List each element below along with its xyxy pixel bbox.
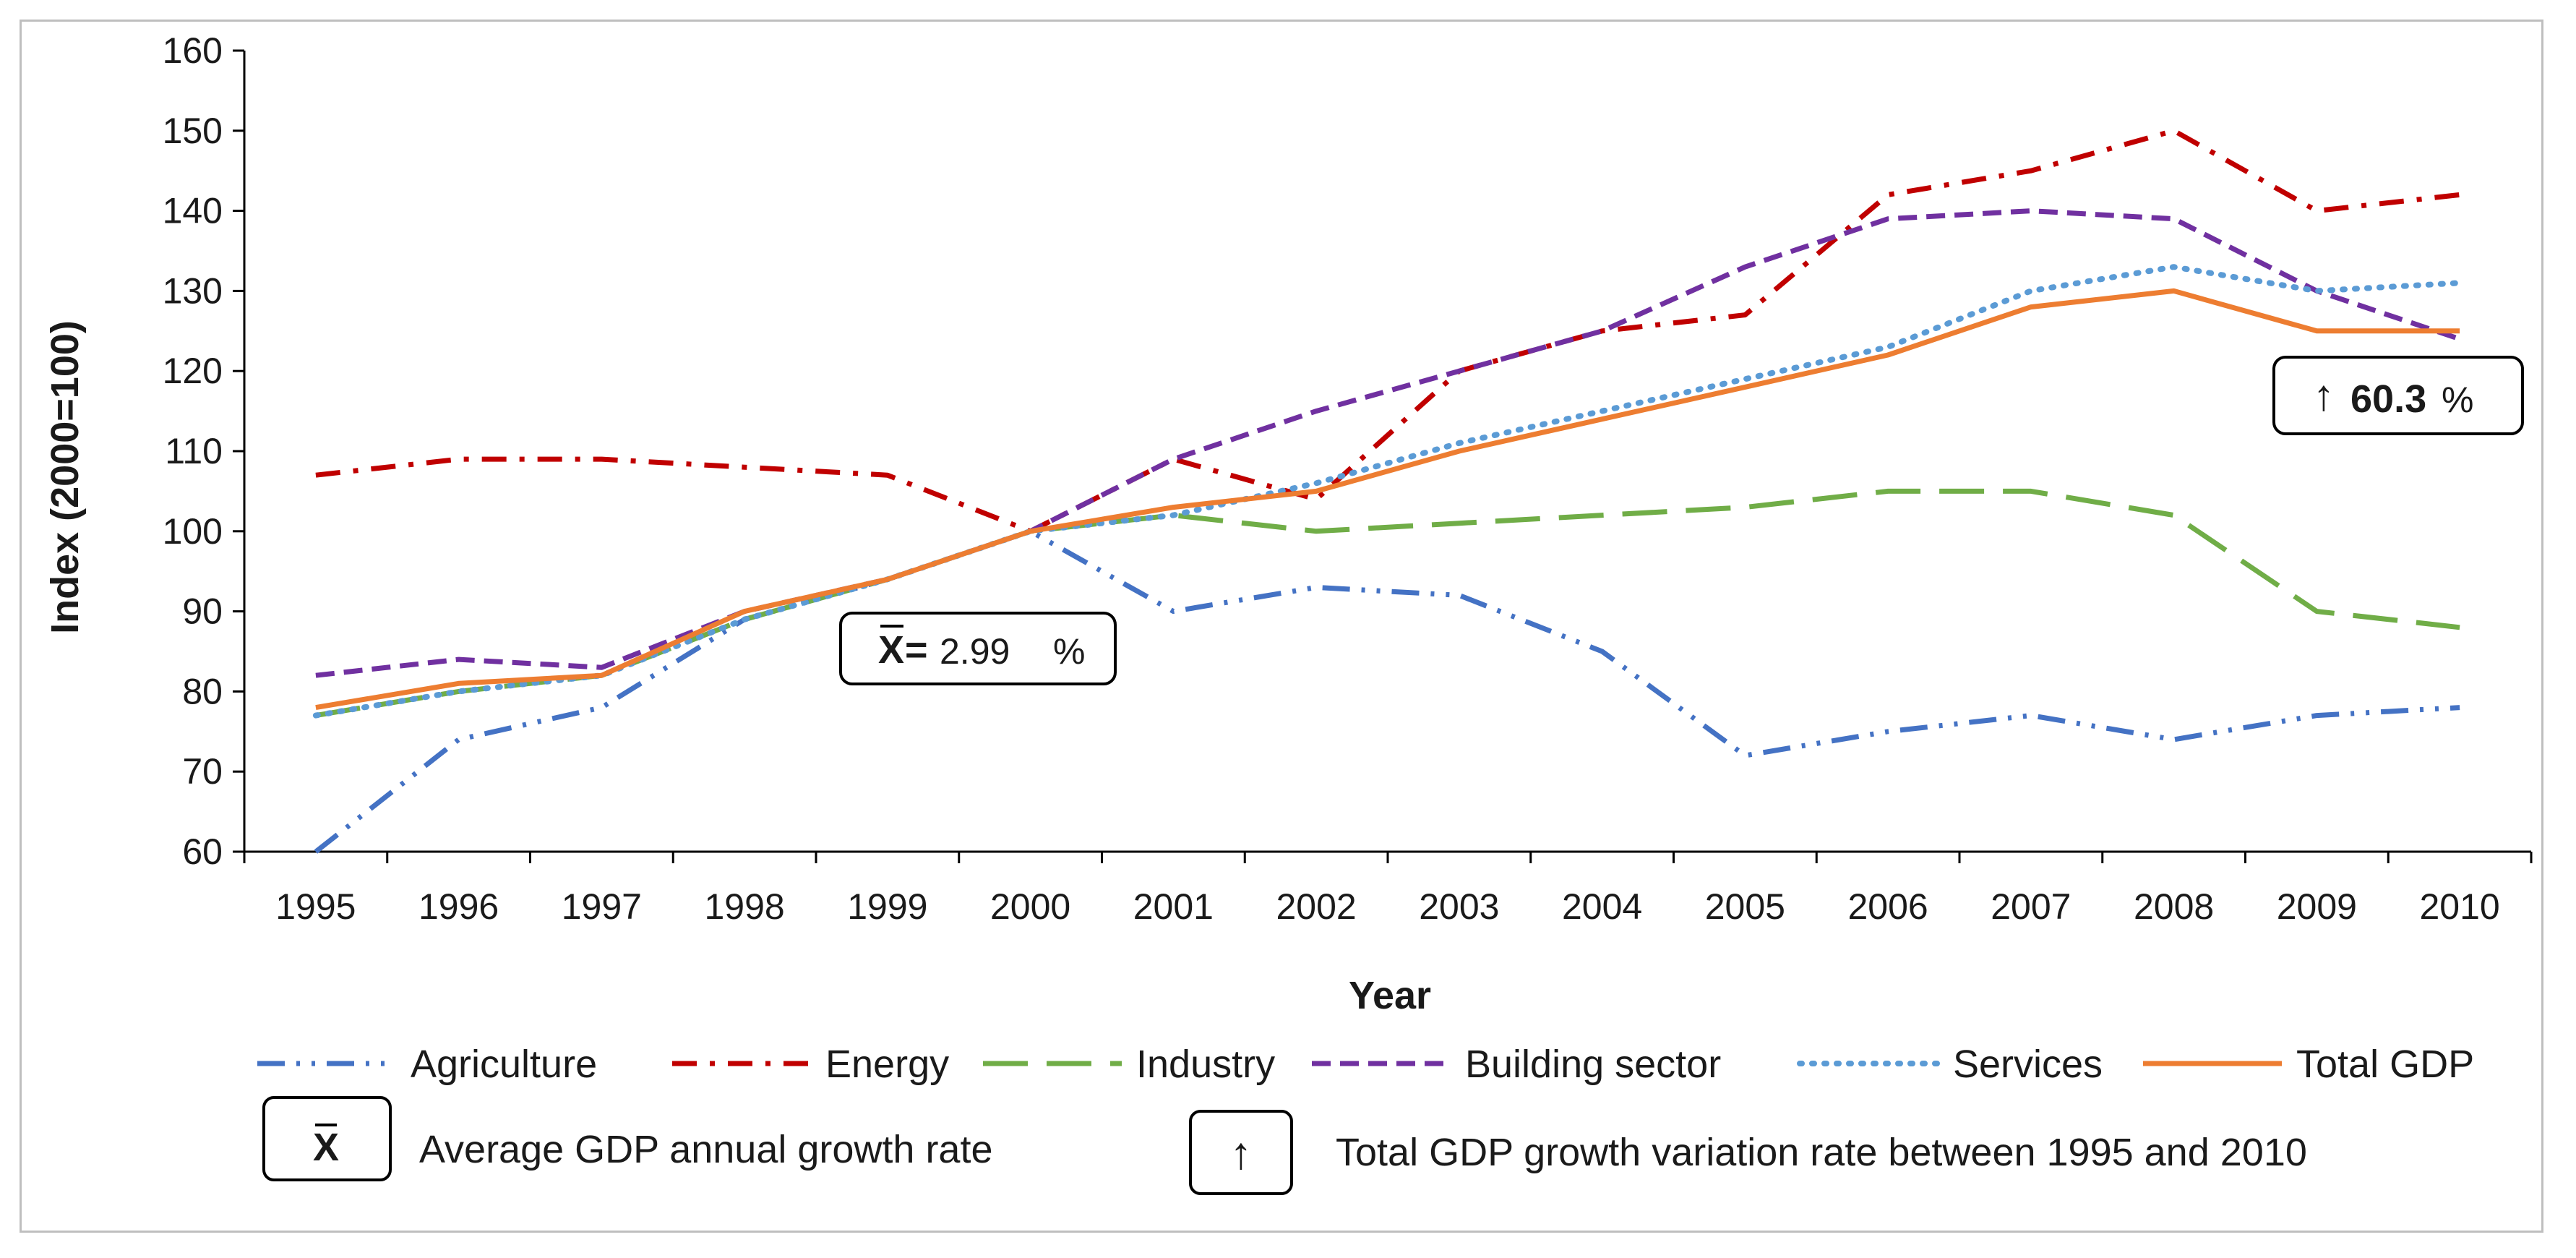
y-tick-label: 100 bbox=[163, 511, 223, 552]
x-tick-label: 1996 bbox=[418, 886, 499, 927]
series-line-industry bbox=[315, 488, 2460, 719]
legend: Agriculture Energy Industry Building sector… bbox=[257, 1043, 2474, 1086]
mean-growth-annotation: X = 2.99 % bbox=[839, 612, 1117, 685]
growth-unit: % bbox=[2442, 380, 2473, 420]
x-tick-label: 1995 bbox=[275, 886, 356, 927]
x-tick-label: 2010 bbox=[2420, 886, 2500, 927]
x-axis-title: Year bbox=[1349, 974, 1431, 1017]
series-line-energy bbox=[315, 128, 2460, 534]
y-tick-label: 120 bbox=[163, 351, 223, 391]
x-tick-label: 2008 bbox=[2134, 886, 2214, 927]
y-tick-label: 110 bbox=[165, 431, 223, 471]
growth-arrow-icon: ↑ bbox=[2313, 371, 2335, 419]
y-tick-label: 90 bbox=[182, 591, 223, 632]
legend-label: Industry bbox=[1136, 1043, 1275, 1086]
mean-equals: = bbox=[905, 628, 928, 672]
growth-value: 60.3 bbox=[2350, 377, 2426, 421]
legend-label: Services bbox=[1953, 1043, 2103, 1086]
x-tick-label: 2004 bbox=[1562, 886, 1642, 927]
series-line-agriculture bbox=[314, 529, 2460, 854]
key-mean-symbol: X bbox=[313, 1126, 339, 1169]
axes: 60 70 80 90 100 110 120 130 140 150 160 1995 1996 199… bbox=[163, 30, 2533, 927]
x-tick-label: 2000 bbox=[990, 886, 1070, 927]
y-axis-title: Index (2000=100) bbox=[43, 320, 87, 634]
y-tick-label: 140 bbox=[163, 191, 223, 231]
x-tick-label: 1999 bbox=[847, 886, 927, 927]
series-line-services bbox=[312, 264, 2463, 719]
x-tick-label: 2007 bbox=[1991, 886, 2071, 927]
y-tick-label: 60 bbox=[182, 831, 223, 872]
legend-label: Total GDP bbox=[2296, 1043, 2474, 1086]
key-growth-arrow-icon: ↑ bbox=[1230, 1129, 1253, 1178]
x-tick-label: 2003 bbox=[1419, 886, 1499, 927]
series-lines bbox=[312, 128, 2463, 854]
legend-label: Building sector bbox=[1465, 1043, 1721, 1086]
symbol-key: X Average GDP annual growth rate ↑ Total… bbox=[262, 1096, 2307, 1195]
series-line-building-sector bbox=[315, 208, 2461, 678]
mean-growth-box bbox=[839, 612, 1117, 685]
x-tick-label: 2002 bbox=[1276, 886, 1357, 927]
y-tick-label: 150 bbox=[163, 111, 223, 151]
mean-value: 2.99 bbox=[940, 631, 1010, 672]
key-growth-label: Total GDP growth variation rate between … bbox=[1336, 1131, 2307, 1174]
chart-frame bbox=[20, 20, 2543, 1233]
x-tick-label: 2006 bbox=[1848, 886, 1928, 927]
growth-annotation: ↑ 60.3 % bbox=[2272, 356, 2524, 435]
y-tick-label: 80 bbox=[182, 671, 223, 711]
growth-box bbox=[2272, 356, 2524, 435]
y-tick-label: 70 bbox=[182, 751, 223, 792]
mean-symbol: X bbox=[878, 628, 904, 672]
legend-label: Energy bbox=[825, 1043, 949, 1086]
x-tick-label: 1997 bbox=[562, 886, 642, 927]
y-tick-label: 130 bbox=[163, 270, 223, 311]
legend-label: Agriculture bbox=[411, 1043, 597, 1086]
key-mean-label: Average GDP annual growth rate bbox=[419, 1128, 993, 1171]
key-growth-box bbox=[1189, 1110, 1293, 1195]
y-tick-label: 160 bbox=[163, 30, 223, 71]
mean-unit: % bbox=[1053, 631, 1085, 672]
x-tick-label: 1998 bbox=[705, 886, 785, 927]
series-line-total-gdp bbox=[315, 288, 2460, 711]
x-tick-label: 2009 bbox=[2277, 886, 2357, 927]
x-tick-label: 2005 bbox=[1705, 886, 1785, 927]
key-mean-box bbox=[262, 1096, 392, 1181]
x-tick-label: 2001 bbox=[1133, 886, 1214, 927]
